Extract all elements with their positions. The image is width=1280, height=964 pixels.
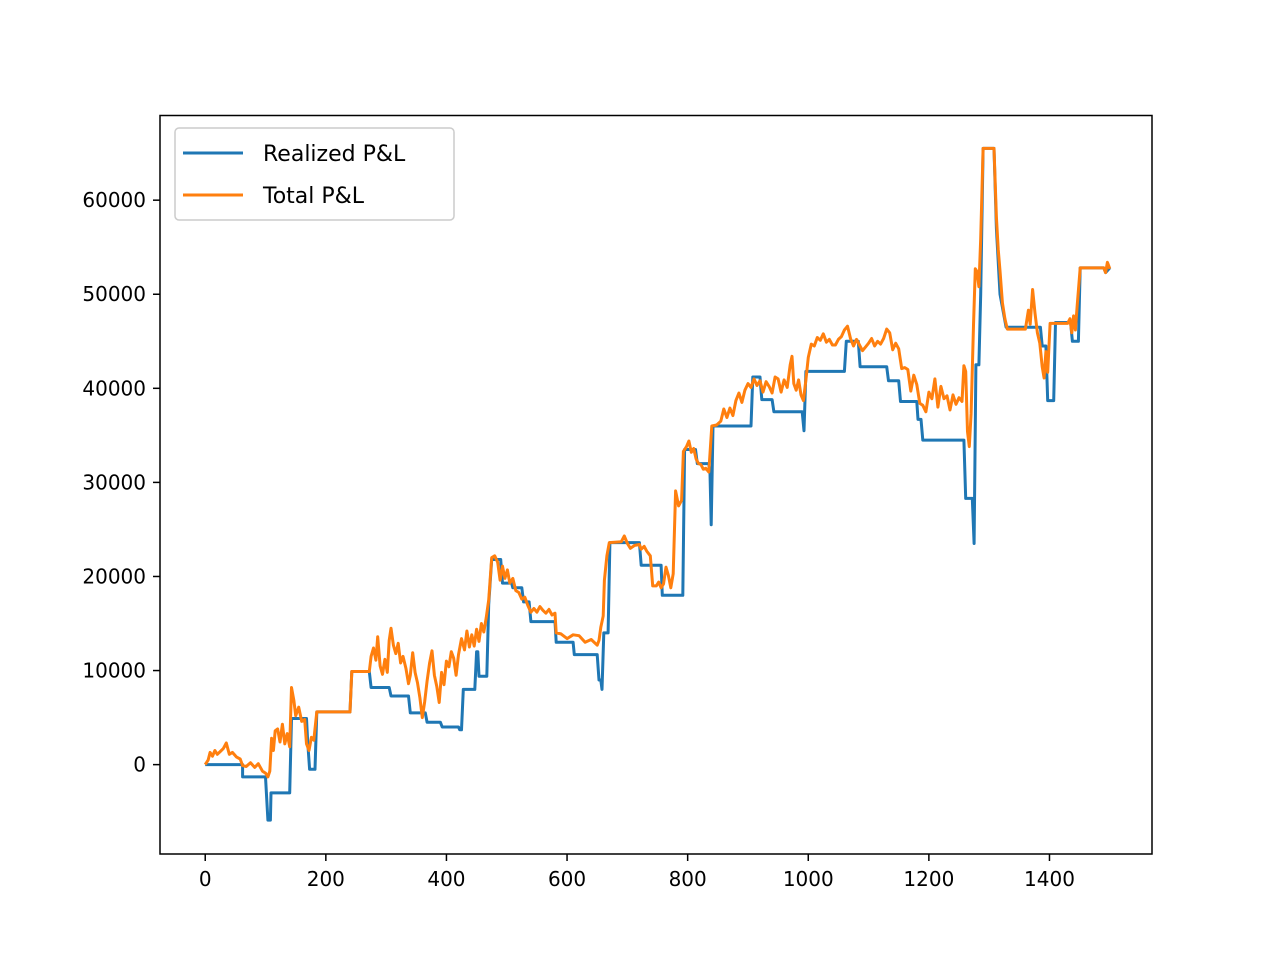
x-tick-label: 400 [427,867,465,891]
x-tick-label: 1400 [1024,867,1075,891]
x-tick-label: 0 [199,867,212,891]
y-tick-label: 30000 [82,470,146,494]
x-tick-label: 600 [548,867,586,891]
y-tick-label: 60000 [82,188,146,212]
x-tick-label: 1000 [783,867,834,891]
series-line-realized-pnl [205,146,1111,822]
legend-label-realized: Realized P&L [263,142,406,167]
x-tick-label: 1200 [903,867,954,891]
series-line-total-pnl [203,146,1112,779]
x-tick-label: 800 [669,867,707,891]
axes-frame [159,114,1153,855]
x-axis: 0 200 400 600 800 1000 1200 1400 [199,854,1075,891]
legend: Realized P&L Total P&L [174,127,455,221]
y-tick-label: 50000 [82,282,146,306]
legend-label-total: Total P&L [262,184,365,209]
y-tick-label: 0 [133,753,146,777]
legend-frame [174,127,455,221]
y-tick-label: 40000 [82,376,146,400]
series-layer [203,146,1112,822]
y-tick-label: 20000 [82,564,146,588]
x-tick-label: 200 [307,867,345,891]
y-tick-label: 10000 [82,659,146,683]
y-axis: 0 10000 20000 30000 40000 50000 60000 [82,188,160,777]
